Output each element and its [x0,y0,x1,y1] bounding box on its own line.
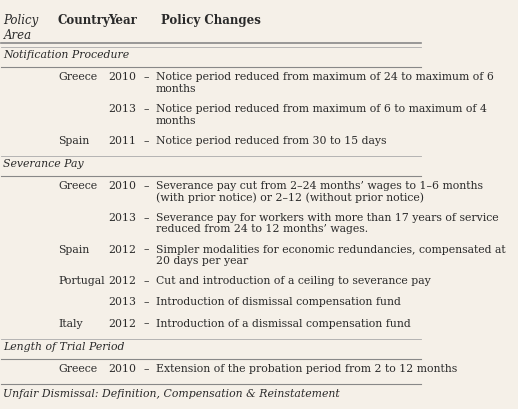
Text: –: – [144,135,150,146]
Text: Notice period reduced from 30 to 15 days: Notice period reduced from 30 to 15 days [156,135,386,146]
Text: Unfair Dismissal: Definition, Compensation & Reinstatement: Unfair Dismissal: Definition, Compensati… [4,388,340,398]
Text: 2010: 2010 [108,180,136,191]
Text: Notice period reduced from maximum of 24 to maximum of 6
months: Notice period reduced from maximum of 24… [156,72,494,94]
Text: Introduction of dismissal compensation fund: Introduction of dismissal compensation f… [156,297,400,307]
Text: –: – [144,244,150,254]
Text: 2013: 2013 [108,104,136,114]
Text: –: – [144,180,150,191]
Text: Length of Trial Period: Length of Trial Period [4,341,125,351]
Text: Year: Year [108,13,137,27]
Text: Severance pay for workers with more than 17 years of service
reduced from 24 to : Severance pay for workers with more than… [156,212,498,234]
Text: 2010: 2010 [108,363,136,373]
Text: Severance pay cut from 2–24 months’ wages to 1–6 months
(with prior notice) or 2: Severance pay cut from 2–24 months’ wage… [156,180,483,203]
Text: Policy
Area: Policy Area [4,13,39,41]
Text: 2010: 2010 [108,72,136,82]
Text: Italy: Italy [58,318,83,328]
Text: Greece: Greece [58,180,97,191]
Text: Spain: Spain [58,244,89,254]
Text: –: – [144,363,150,373]
Text: Introduction of a dismissal compensation fund: Introduction of a dismissal compensation… [156,318,410,328]
Text: 2012: 2012 [108,276,136,285]
Text: 2013: 2013 [108,297,136,307]
Text: –: – [144,104,150,114]
Text: Severance Pay: Severance Pay [4,159,84,169]
Text: Greece: Greece [58,363,97,373]
Text: –: – [144,212,150,222]
Text: –: – [144,297,150,307]
Text: 2011: 2011 [108,135,136,146]
Text: Notice period reduced from maximum of 6 to maximum of 4
months: Notice period reduced from maximum of 6 … [156,104,486,125]
Text: Cut and introduction of a ceiling to severance pay: Cut and introduction of a ceiling to sev… [156,276,430,285]
Text: –: – [144,276,150,285]
Text: Policy Changes: Policy Changes [161,13,261,27]
Text: 2012: 2012 [108,318,136,328]
Text: Extension of the probation period from 2 to 12 months: Extension of the probation period from 2… [156,363,457,373]
Text: –: – [144,72,150,82]
Text: Greece: Greece [58,72,97,82]
Text: Country: Country [58,13,111,27]
Text: Notification Procedure: Notification Procedure [4,50,130,60]
Text: 2013: 2013 [108,212,136,222]
Text: –: – [144,318,150,328]
Text: Spain: Spain [58,135,89,146]
Text: Simpler modalities for economic redundancies, compensated at
20 days per year: Simpler modalities for economic redundan… [156,244,506,265]
Text: Portugal: Portugal [58,276,105,285]
Text: 2012: 2012 [108,244,136,254]
